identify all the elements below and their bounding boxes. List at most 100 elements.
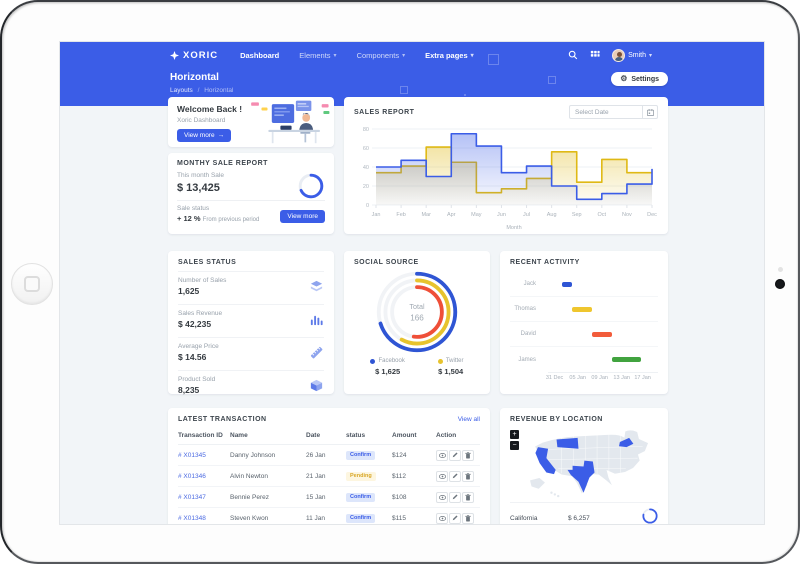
user-menu[interactable]: Smith ▾ [612, 48, 652, 62]
location-progress-ring [642, 508, 658, 524]
layers-icon [310, 280, 323, 292]
decor-square [400, 86, 408, 94]
apps-grid-icon[interactable] [590, 50, 600, 60]
revenue-title: REVENUE BY LOCATION [510, 416, 603, 423]
settings-label: Settings [631, 75, 659, 83]
edit-icon[interactable] [449, 470, 461, 482]
select-date-input[interactable] [569, 105, 643, 119]
workspace-illustration [251, 100, 330, 144]
row-actions [436, 470, 480, 482]
chevron-down-icon: ▾ [402, 52, 406, 59]
transaction-id[interactable]: # X01346 [178, 465, 230, 487]
row-actions [436, 491, 480, 503]
transaction-amount: $108 [392, 486, 436, 508]
nav-item-components[interactable]: Components ▾ [356, 50, 406, 60]
svg-text:60: 60 [363, 146, 369, 152]
sales-status-rows: Number of Sales 1,625 Sales Revenue $ 42… [178, 271, 324, 399]
top-navbar: XORIC Dashboard Elements ▾ Components ▾ Extra… [60, 42, 764, 68]
breadcrumb-separator: / [197, 87, 200, 94]
view-icon[interactable] [436, 470, 448, 482]
svg-text:Nov: Nov [622, 212, 632, 218]
state-california[interactable] [535, 447, 556, 475]
svg-text:Jan: Jan [372, 212, 381, 218]
view-all-link[interactable]: View all [457, 416, 480, 423]
transaction-name: Bennie Perez [230, 486, 306, 508]
view-icon[interactable] [436, 491, 448, 503]
status-badge: Pending [346, 471, 376, 481]
cube-icon [310, 379, 323, 392]
column-status: status [346, 428, 392, 445]
state-new-york[interactable] [619, 437, 634, 448]
transaction-id[interactable]: # X01347 [178, 486, 230, 508]
delete-icon[interactable] [462, 470, 474, 482]
view-icon[interactable] [436, 449, 448, 461]
map-zoom-out-button[interactable]: − [510, 441, 519, 450]
transaction-row: # X01346 Alvin Newton 21 Jan Pending $11… [178, 465, 480, 487]
edit-icon[interactable] [449, 449, 461, 461]
legend-facebook[interactable]: Facebook $ 1,625 [370, 358, 405, 376]
activity-name: Jack [523, 281, 536, 287]
sales-status-card: SALES STATUS Number of Sales 1,625 Sales… [168, 251, 334, 395]
status-row-value: $ 42,235 [178, 319, 212, 329]
nav-item-dashboard[interactable]: Dashboard [240, 50, 280, 60]
column-date: Date [306, 428, 346, 445]
activity-row-david: David [510, 322, 658, 347]
nav-item-elements[interactable]: Elements ▾ [299, 50, 337, 60]
tablet-home-button[interactable] [11, 263, 53, 305]
edit-icon[interactable] [449, 491, 461, 503]
delete-icon[interactable] [462, 449, 474, 461]
column-action: Action [436, 428, 480, 445]
chevron-down-icon: ▾ [648, 52, 652, 59]
svg-text:Mar: Mar [421, 212, 431, 218]
svg-text:0: 0 [366, 203, 369, 209]
location-row-california: California $ 6,257 [510, 502, 658, 524]
monthly-view-more-button[interactable]: View more [280, 210, 325, 223]
monthly-label: This month Sale [177, 172, 224, 179]
nav-item-extra-pages[interactable]: Extra pages ▾ [425, 50, 474, 60]
calendar-icon[interactable] [643, 105, 658, 119]
status-row-value: $ 14.56 [178, 352, 207, 362]
gear-icon: ⚙ [620, 74, 628, 83]
welcome-card: Welcome Back ! Xoric Dashboard View more… [168, 97, 334, 147]
status-row-label: Number of Sales [178, 277, 227, 284]
svg-text:80: 80 [363, 127, 369, 133]
activity-bar[interactable] [611, 357, 641, 362]
monthly-sale-card: MONTHY SALE REPORT This month Sale $ 13,… [168, 153, 334, 234]
welcome-title: Welcome Back ! [177, 104, 243, 114]
transaction-id[interactable]: # X01345 [178, 444, 230, 466]
home-button-square-icon [24, 276, 40, 292]
monthly-value: $ 13,425 [177, 182, 220, 194]
view-icon[interactable] [436, 512, 448, 524]
settings-button[interactable]: ⚙ Settings [611, 72, 668, 86]
search-icon[interactable] [568, 50, 578, 60]
status-badge: Confirm [346, 492, 376, 502]
status-row-product-sold: Product Sold 8,235 [178, 370, 324, 399]
activity-axis-tick: 17 Jan [634, 375, 651, 381]
legend-twitter[interactable]: Twitter $ 1,504 [437, 358, 464, 376]
activity-bar[interactable] [572, 307, 592, 312]
svg-text:Aug: Aug [547, 212, 557, 218]
map-zoom-in-button[interactable]: + [510, 430, 519, 439]
state-montana[interactable] [556, 437, 579, 449]
state-texas[interactable] [567, 460, 595, 493]
transaction-name: Danny Johnson [230, 444, 306, 466]
breadcrumb-layouts[interactable]: Layouts [170, 87, 193, 94]
delete-icon[interactable] [462, 512, 474, 524]
sales-status-title: SALES STATUS [178, 259, 237, 266]
status-row-value: 1,625 [178, 286, 200, 296]
welcome-view-more-button[interactable]: View more → [177, 129, 232, 142]
svg-text:Feb: Feb [396, 212, 405, 218]
legend-dot-icon [370, 358, 376, 364]
activity-bar[interactable] [561, 282, 573, 287]
delete-icon[interactable] [462, 491, 474, 503]
edit-icon[interactable] [449, 512, 461, 524]
welcome-view-more-label: View more [184, 132, 215, 139]
content-area: Welcome Back ! Xoric Dashboard View more… [168, 97, 668, 524]
transaction-id[interactable]: # X01348 [178, 507, 230, 524]
us-map-svg[interactable] [518, 426, 666, 502]
transaction-date: 21 Jan [306, 465, 346, 487]
brand-logo[interactable]: XORIC [170, 50, 218, 61]
activity-bar[interactable] [591, 332, 612, 337]
arrow-right-icon: → [217, 132, 225, 139]
decor-square [548, 76, 556, 84]
